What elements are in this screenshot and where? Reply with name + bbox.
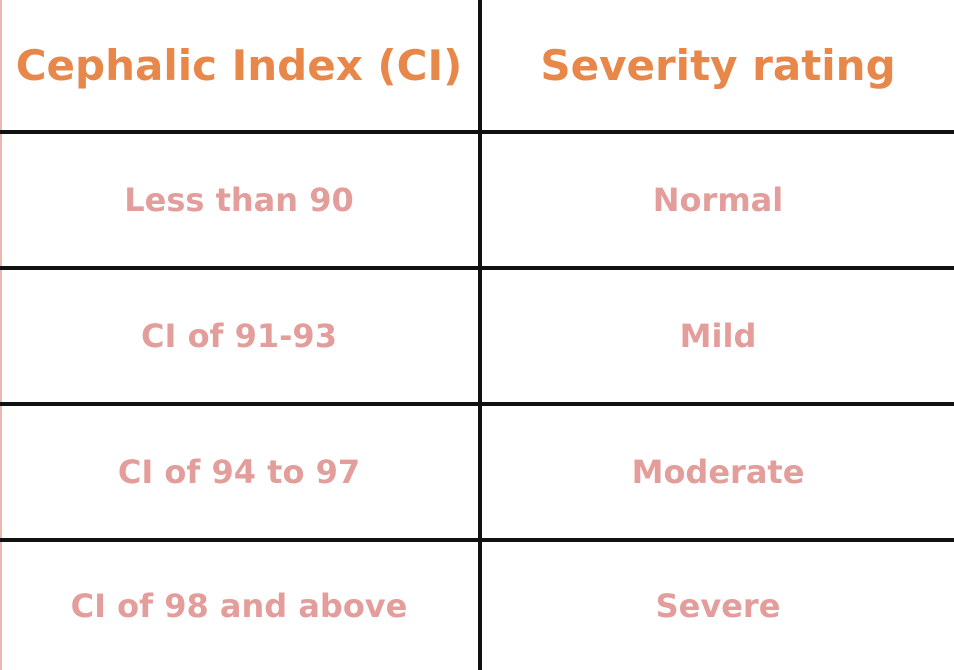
table-cell: Normal [652,181,784,219]
table-cell: CI of 98 and above [70,586,408,625]
header-cell: Cephalic Index (CI) [15,40,463,90]
table-cell: Moderate [631,453,805,491]
row-divider [0,130,954,134]
table-cell: Severe [655,586,781,625]
table-cell: Less than 90 [124,181,354,219]
edge [0,0,2,670]
row-divider [0,266,954,270]
row-divider [0,538,954,542]
header-cell: Severity rating [540,40,896,90]
row-divider [0,402,954,406]
table-cell: CI of 94 to 97 [117,453,361,491]
table-cell: Mild [679,317,757,355]
table-cell: CI of 91-93 [141,317,337,355]
column-divider [478,0,482,670]
